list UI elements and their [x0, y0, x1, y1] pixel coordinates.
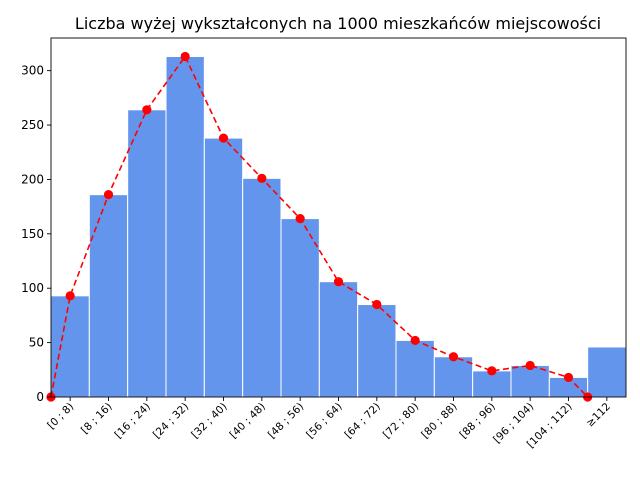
- line-point: [295, 213, 305, 224]
- x-tick-label: [8 ; 16): [79, 401, 115, 437]
- bar: [433, 356, 474, 398]
- y-tick-label: 150: [21, 227, 44, 241]
- bar: [357, 304, 397, 398]
- bar: [395, 339, 435, 398]
- y-tick-label: 300: [21, 64, 44, 78]
- bar: [318, 281, 359, 398]
- chart-title: Liczba wyżej wykształconych na 1000 mies…: [75, 14, 601, 33]
- x-tick-label: [0 ; 8): [45, 401, 76, 432]
- y-tick-label: 100: [21, 281, 44, 295]
- line-point: [142, 105, 152, 115]
- y-tick-label: 0: [36, 390, 44, 404]
- bar: [587, 346, 627, 398]
- y-tick-label: 200: [21, 172, 44, 186]
- frequency-polygon-line: [50, 54, 589, 398]
- line-point: [65, 291, 75, 301]
- line-point: [563, 372, 574, 383]
- x-tick-label: [32 ; 40): [189, 401, 229, 441]
- line-point: [410, 335, 420, 346]
- bar: [50, 295, 90, 398]
- x-tick-label: [88 ; 96): [458, 401, 498, 441]
- bar: [165, 55, 205, 398]
- line-point: [218, 133, 229, 143]
- bar: [88, 194, 129, 398]
- bars-layer: [50, 55, 627, 398]
- x-tick-label: [24 ; 32): [151, 401, 191, 441]
- x-tick-label: [80 ; 88): [419, 401, 459, 441]
- x-tick-label: [40 ; 48): [228, 401, 268, 441]
- line-point: [372, 299, 382, 310]
- x-tick-label: [56 ; 64): [304, 401, 344, 441]
- line-point: [525, 360, 535, 371]
- bar: [242, 177, 282, 398]
- bar: [127, 109, 167, 398]
- x-tick-label: [16 ; 24): [113, 401, 153, 441]
- line-point: [180, 51, 190, 62]
- x-tick-label: [72 ; 80): [381, 401, 421, 441]
- y-tick-label: 250: [21, 118, 44, 132]
- x-tick-label: ≥112: [584, 401, 613, 430]
- bar: [203, 137, 244, 398]
- bar: [510, 364, 550, 398]
- line-point: [448, 352, 459, 362]
- x-tick-label: [48 ; 56): [266, 401, 306, 441]
- line-point: [257, 173, 267, 183]
- bar: [280, 218, 320, 398]
- line-point: [333, 277, 344, 287]
- line-point: [487, 366, 497, 376]
- x-tick-label: [64 ; 72): [343, 401, 383, 441]
- line-point: [103, 190, 114, 200]
- y-tick-label: 50: [29, 336, 44, 350]
